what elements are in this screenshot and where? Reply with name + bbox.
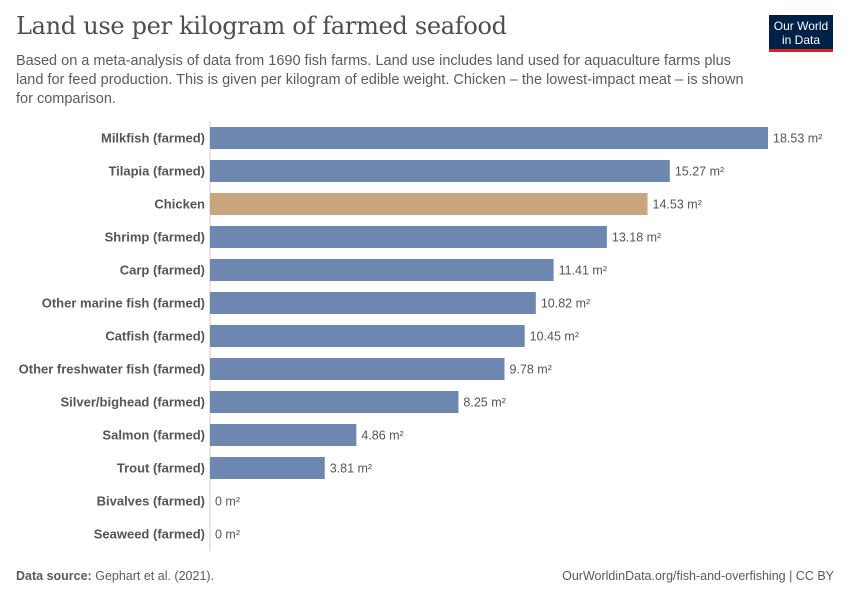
footer-source: Data source: Gephart et al. (2021). (16, 569, 214, 583)
data-label: 4.86 m² (361, 429, 403, 443)
category-label: Seaweed (farmed) (94, 527, 205, 542)
data-label: 10.82 m² (541, 297, 590, 311)
footer-url[interactable]: OurWorldinData.org/fish-and-overfishing … (562, 569, 834, 583)
bar (210, 226, 607, 248)
data-label: 8.25 m² (463, 396, 505, 410)
bar (210, 193, 648, 215)
data-label: 3.81 m² (330, 462, 372, 476)
category-label: Chicken (154, 197, 205, 212)
data-label: 0 m² (215, 528, 240, 542)
bar (210, 391, 459, 413)
bar (210, 424, 357, 446)
category-label: Carp (farmed) (120, 263, 205, 278)
category-label: Milkfish (farmed) (101, 131, 205, 146)
category-label: Salmon (farmed) (102, 428, 205, 443)
owid-logo[interactable]: Our World in Data (769, 15, 833, 52)
bar (210, 292, 536, 314)
category-label: Catfish (farmed) (105, 329, 205, 344)
data-label: 11.41 m² (559, 264, 607, 278)
source-label: Data source: (16, 569, 92, 583)
data-label: 14.53 m² (653, 198, 702, 212)
bar (210, 127, 768, 149)
data-label: 18.53 m² (773, 132, 822, 146)
category-label: Other freshwater fish (farmed) (19, 362, 205, 377)
source-text[interactable]: Gephart et al. (2021). (95, 569, 215, 583)
category-label: Trout (farmed) (117, 461, 205, 476)
category-label: Silver/bighead (farmed) (61, 395, 205, 410)
category-label: Tilapia (farmed) (108, 164, 205, 179)
bar (210, 259, 554, 281)
data-label: 10.45 m² (530, 330, 579, 344)
chart-title: Land use per kilogram of farmed seafood (16, 12, 507, 40)
category-label: Bivalves (farmed) (97, 494, 205, 509)
bar (210, 457, 325, 479)
data-label: 13.18 m² (612, 231, 661, 245)
bar (210, 160, 670, 182)
data-label: 15.27 m² (675, 165, 724, 179)
chart-subtitle: Based on a meta-analysis of data from 16… (16, 53, 744, 107)
bar (210, 358, 505, 380)
data-label: 0 m² (215, 495, 240, 509)
data-label: 9.78 m² (510, 363, 552, 377)
category-label: Shrimp (farmed) (105, 230, 205, 245)
bar (210, 325, 525, 347)
category-label: Other marine fish (farmed) (42, 296, 205, 311)
